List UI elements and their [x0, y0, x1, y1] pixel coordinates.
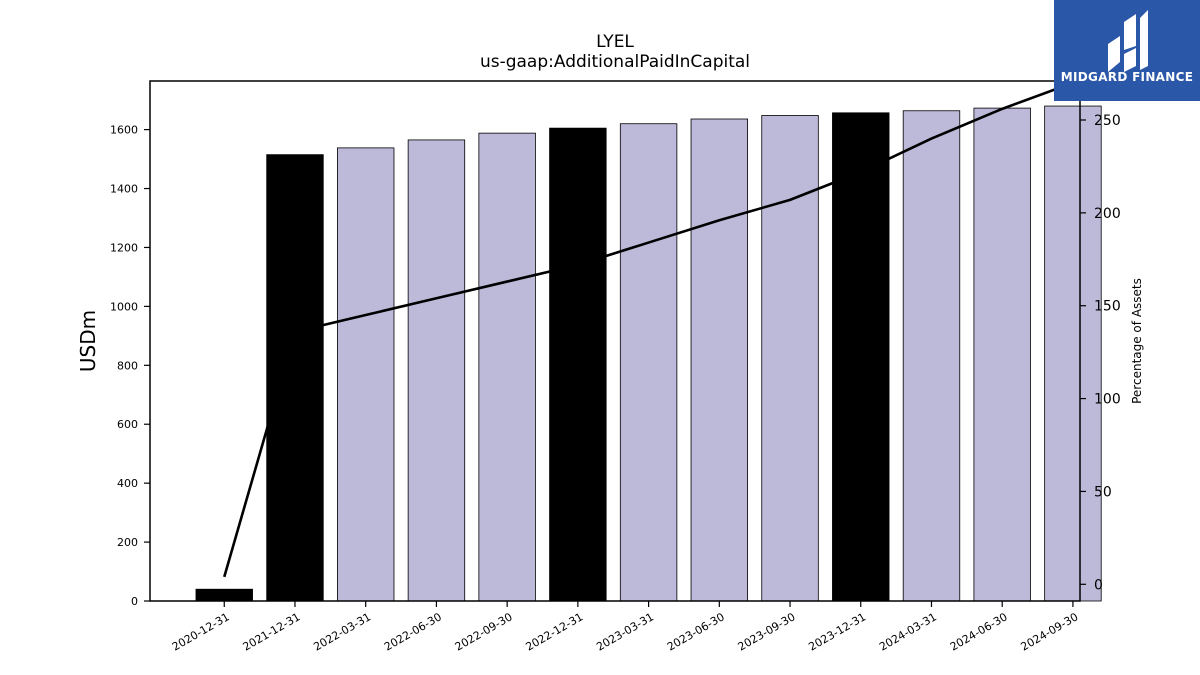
- y-tick-label: 600: [117, 418, 138, 431]
- y-tick-label: 1200: [110, 241, 138, 254]
- bar: [973, 107, 1031, 602]
- y2-axis-label: Percentage of Assets: [1130, 278, 1144, 404]
- x-tick-label: 2022-03-31: [311, 610, 373, 653]
- chart-title: LYEL: [596, 32, 634, 52]
- bar: [619, 123, 678, 602]
- y-tick-label: 800: [117, 359, 138, 372]
- x-tick-label: 2021-12-31: [241, 610, 303, 653]
- x-tick-label: 2023-06-30: [665, 610, 727, 653]
- y2-tick-label: 200: [1094, 206, 1121, 222]
- bar: [478, 132, 536, 602]
- x-tick-label: 2024-03-31: [877, 610, 939, 653]
- x-tick-label: 2023-12-31: [806, 610, 868, 653]
- x-tick-label: 2024-09-30: [1019, 610, 1081, 653]
- y-tick-label: 1600: [110, 124, 138, 137]
- bar: [832, 112, 890, 602]
- y-tick-label: 0: [131, 595, 138, 608]
- y2-tick-label: 250: [1094, 113, 1121, 129]
- y-tick-label: 400: [117, 477, 138, 490]
- bar: [761, 115, 819, 602]
- bar: [1044, 105, 1102, 602]
- x-tick-label: 2023-09-30: [736, 610, 798, 653]
- brand-logo: MIDGARD FINANCE: [1054, 0, 1200, 101]
- y2-tick-label: 0: [1094, 577, 1103, 593]
- x-tick-label: 2023-03-31: [594, 610, 656, 653]
- bar: [407, 139, 466, 602]
- y2-tick-label: 50: [1094, 484, 1112, 500]
- x-tick-label: 2024-06-30: [948, 610, 1010, 653]
- x-tick-label: 2022-09-30: [453, 610, 515, 653]
- y-axis-label: USDm: [76, 309, 100, 373]
- y-tick-label: 1000: [110, 300, 138, 313]
- bar: [266, 154, 324, 602]
- logo-text: MIDGARD FINANCE: [1060, 70, 1194, 84]
- y2-tick-label: 150: [1094, 299, 1121, 315]
- logo-mark-icon: [1108, 10, 1148, 72]
- bar: [690, 118, 749, 602]
- y-tick-label: 200: [117, 536, 138, 549]
- chart-subtitle: us-gaap:AdditionalPaidInCapital: [479, 52, 751, 72]
- bar: [902, 110, 961, 602]
- x-tick-label: 2020-12-31: [170, 610, 232, 653]
- bar: [549, 127, 607, 602]
- y-tick-label: 1400: [110, 183, 138, 196]
- x-tick-label: 2022-12-31: [523, 610, 585, 653]
- y2-tick-label: 100: [1094, 392, 1121, 408]
- bar: [337, 147, 395, 602]
- plot-frame: [149, 80, 1081, 602]
- line-series: [223, 81, 1074, 578]
- bar: [195, 588, 253, 602]
- x-tick-label: 2022-06-30: [382, 610, 444, 653]
